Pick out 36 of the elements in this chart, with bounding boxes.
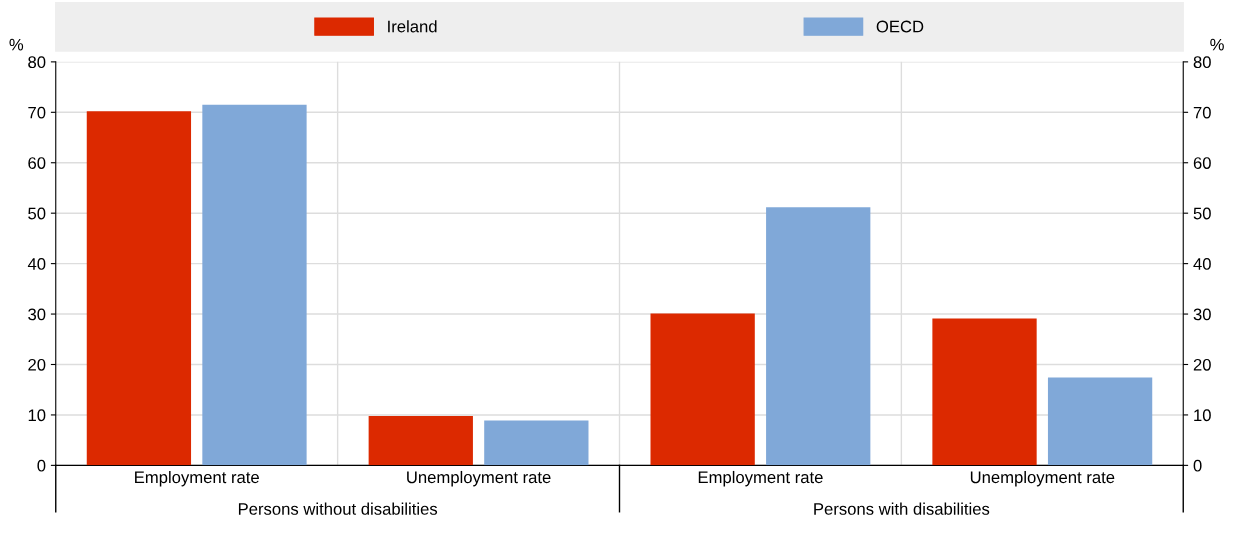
bar — [650, 313, 755, 466]
legend-label: Ireland — [388, 20, 437, 33]
x-tick-label: Employment rate — [135, 470, 259, 487]
bar — [484, 420, 589, 466]
y2-tick-label: 40 — [1193, 258, 1211, 270]
y2-tick-label: 50 — [1193, 207, 1211, 220]
y-axis-title: % — [9, 38, 24, 51]
y-tick-label: 10 — [28, 409, 46, 422]
y-tick-label: 40 — [27, 258, 46, 270]
y-tick-label: 60 — [28, 157, 46, 169]
legend-label: OECD — [876, 20, 924, 33]
bar — [368, 415, 473, 466]
y2-tick-label: 10 — [1194, 409, 1211, 422]
y2-tick-label: 60 — [1193, 157, 1211, 169]
bar — [1047, 377, 1153, 466]
y2-tick-label: 80 — [1193, 56, 1211, 69]
y-tick-label: 70 — [28, 106, 46, 119]
x-tick-label: Unemployment rate — [407, 470, 551, 487]
x-tick-label: Employment rate — [698, 470, 823, 487]
bar — [932, 318, 1037, 466]
y-tick-label: 0 — [37, 459, 46, 472]
text: Persons without disabilities — [238, 502, 438, 515]
y2-tick-label: 0 — [1193, 459, 1202, 472]
y2-axis-title: % — [1210, 38, 1224, 51]
y-tick-label: 30 — [28, 308, 46, 321]
x-tick-label: Unemployment rate — [970, 470, 1115, 487]
y-tick-label: 80 — [28, 56, 46, 69]
bar — [766, 207, 871, 466]
y-tick-label: 50 — [28, 207, 46, 220]
bar — [202, 104, 307, 466]
y-tick-label: 20 — [28, 358, 46, 371]
y2-tick-label: 20 — [1193, 358, 1211, 371]
y2-tick-label: 30 — [1193, 308, 1211, 321]
bar — [86, 111, 192, 466]
y2-tick-label: 70 — [1193, 106, 1211, 119]
text: Persons with disabilities — [814, 502, 990, 515]
